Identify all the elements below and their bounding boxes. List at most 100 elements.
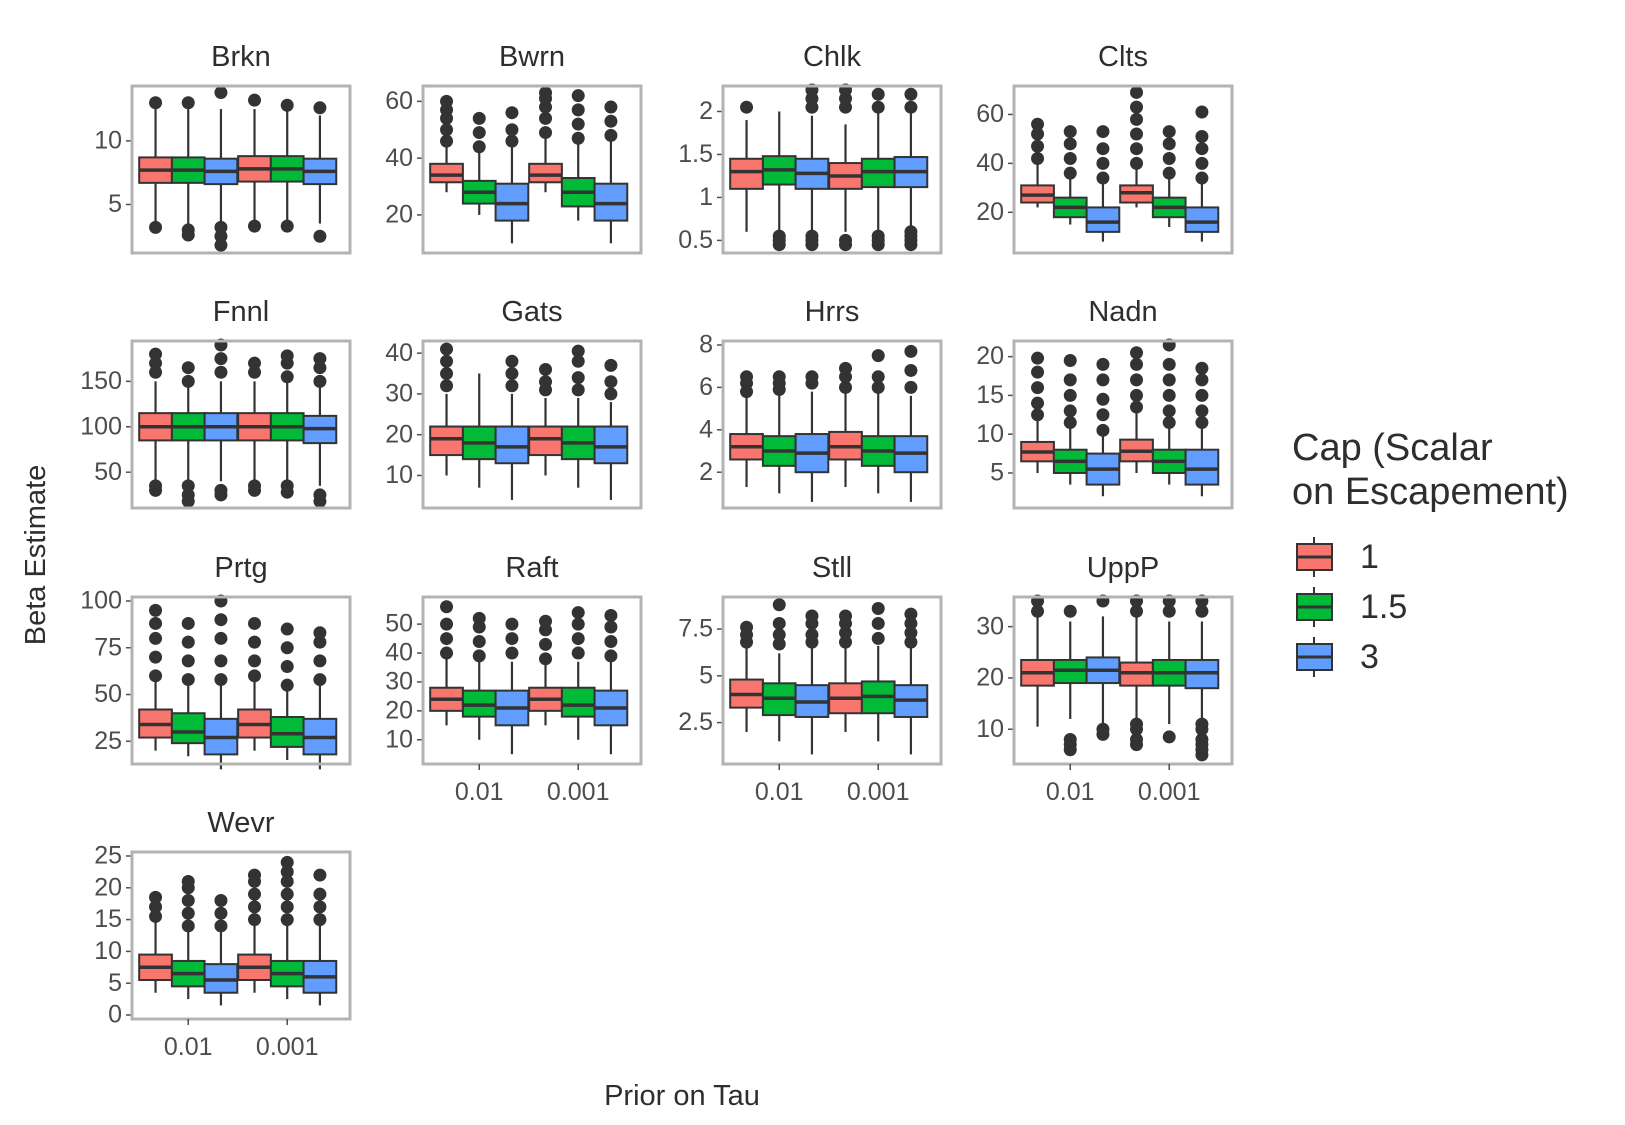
outlier-point [248,887,262,901]
outlier-point [214,613,228,627]
outlier-point [280,865,294,879]
panel-border [130,850,352,1021]
outlier-point [149,669,163,683]
outlier-point [280,641,294,655]
outlier-point [1063,732,1077,746]
outlier-point [214,352,228,366]
outlier-point [214,654,228,668]
outlier-point [1031,396,1045,410]
outlier-point [839,380,853,394]
panel-border [130,84,352,255]
outlier-point [181,223,195,237]
box-iqr [528,425,563,457]
outlier-point [472,111,486,125]
outlier-point [1162,137,1176,151]
outlier-point [871,631,885,645]
outlier-point [1031,408,1045,422]
outlier-point [280,370,294,384]
legend-label: 1 [1360,538,1379,576]
box-iqr [429,425,464,457]
outlier-point [280,874,294,888]
outlier-point [149,347,163,361]
outlier-point [181,479,195,493]
outlier-point [472,649,486,663]
outlier-point [505,367,519,381]
outlier-point [1130,346,1144,360]
y-tick-label: 60 [976,100,1004,128]
outlier-point [214,483,228,497]
outlier-point [604,620,618,634]
outlier-point [1130,373,1144,387]
outlier-point [1195,388,1209,402]
outlier-point [313,488,327,502]
box-iqr [170,712,206,745]
outlier-point [1130,357,1144,371]
y-tick-label: 5 [108,969,122,997]
outlier-point [313,673,327,687]
outlier-point [904,635,918,649]
outlier-point [181,616,195,630]
outlier-point [280,900,294,914]
y-tick-label: 20 [385,696,413,724]
panel-border [721,84,943,255]
box-iqr [429,162,464,184]
outlier-point [313,887,327,901]
y-tick-label: 50 [94,458,122,486]
outlier-point [248,356,262,370]
outlier-point [181,96,195,110]
outlier-point [1096,408,1110,422]
facet-strip-title: Prtg [214,552,267,584]
outlier-point [181,919,195,933]
box-iqr [593,425,629,465]
outlier-point [805,628,819,642]
facet-panel-bwrn: Bwrn 20 40 60 [385,41,643,255]
outlier-point [181,635,195,649]
outlier-point [539,362,553,376]
outlier-point [248,900,262,914]
facet-strip-title: Brkn [211,41,271,73]
outlier-point [1195,142,1209,156]
outlier-point [1130,142,1144,156]
outlier-point [1130,400,1144,414]
outlier-point [871,601,885,615]
outlier-point [772,628,786,642]
outlier-point [1063,604,1077,618]
x-tick-label: 0.001 [256,1033,319,1061]
outlier-point [440,646,454,660]
outlier-point [1162,388,1176,402]
outlier-point [313,374,327,388]
outlier-point [1063,166,1077,180]
outlier-point [539,126,553,140]
outlier-point [1063,354,1077,368]
outlier-point [280,887,294,901]
outlier-point [280,659,294,673]
outlier-point [149,616,163,630]
outlier-point [1096,373,1110,387]
y-tick-label: 20 [385,420,413,448]
outlier-point [1195,129,1209,143]
x-tick-label: 0.01 [755,778,804,806]
outlier-point [248,913,262,927]
y-tick-label: 4 [699,415,713,443]
outlier-point [871,616,885,630]
outlier-point [1063,151,1077,165]
outlier-point [904,87,918,101]
y-tick-label: 60 [385,87,413,115]
outlier-point [571,606,585,620]
outlier-point [280,913,294,927]
y-tick-label: 100 [80,412,122,440]
outlier-point [839,361,853,375]
outlier-point [472,140,486,154]
outlier-point [313,352,327,366]
outlier-point [839,626,853,640]
outlier-point [571,632,585,646]
x-tick-label: 0.01 [455,778,504,806]
y-tick-label: 50 [385,610,413,638]
y-tick-label: 5 [108,190,122,218]
facet-panel-clts: Clts 20 40 60 [976,41,1234,255]
outlier-point [1096,142,1110,156]
outlier-point [571,103,585,117]
panel-border [721,339,943,510]
outlier-point [313,229,327,243]
